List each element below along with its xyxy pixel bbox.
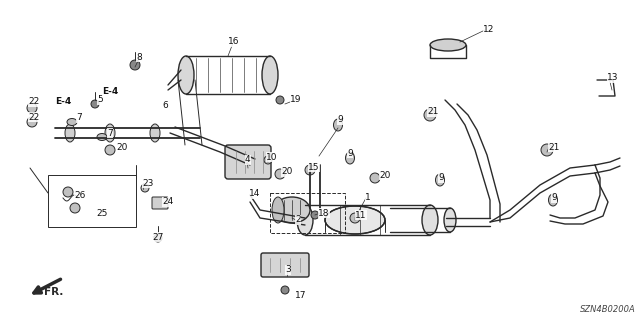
Text: 12: 12: [483, 26, 494, 35]
Ellipse shape: [325, 206, 385, 234]
Ellipse shape: [178, 56, 194, 94]
Text: 10: 10: [266, 153, 278, 162]
Text: 27: 27: [152, 233, 163, 242]
Ellipse shape: [444, 208, 456, 232]
Text: 9: 9: [438, 173, 444, 182]
Circle shape: [264, 156, 272, 164]
Text: 4: 4: [245, 156, 251, 164]
Text: 18: 18: [318, 209, 330, 218]
Text: 21: 21: [548, 142, 559, 151]
FancyBboxPatch shape: [225, 145, 271, 179]
Text: 2: 2: [295, 215, 301, 225]
Circle shape: [424, 109, 436, 121]
Text: 25: 25: [96, 209, 108, 218]
Ellipse shape: [274, 197, 310, 223]
Text: 15: 15: [308, 163, 319, 172]
Ellipse shape: [435, 174, 445, 186]
FancyBboxPatch shape: [261, 253, 309, 277]
Ellipse shape: [97, 133, 107, 140]
Text: 20: 20: [379, 171, 390, 180]
Text: 23: 23: [142, 179, 154, 188]
Ellipse shape: [430, 39, 466, 51]
Circle shape: [91, 100, 99, 108]
Text: 22: 22: [28, 113, 39, 122]
Text: 13: 13: [607, 74, 618, 83]
Text: 9: 9: [347, 148, 353, 157]
Circle shape: [141, 184, 149, 192]
Text: 9: 9: [551, 194, 557, 203]
Text: 8: 8: [136, 52, 141, 61]
Text: 20: 20: [116, 143, 127, 153]
Text: SZN4B0200A: SZN4B0200A: [580, 305, 636, 314]
Text: 17: 17: [295, 292, 307, 300]
Ellipse shape: [422, 205, 438, 235]
Circle shape: [105, 145, 115, 155]
Text: 5: 5: [97, 95, 103, 105]
Circle shape: [70, 203, 80, 213]
Text: 9: 9: [337, 116, 343, 124]
Circle shape: [305, 165, 315, 175]
Text: 7: 7: [107, 129, 113, 138]
Ellipse shape: [27, 117, 37, 127]
Circle shape: [63, 187, 73, 197]
Circle shape: [276, 96, 284, 104]
Ellipse shape: [262, 56, 278, 94]
Ellipse shape: [67, 118, 77, 125]
Ellipse shape: [346, 152, 355, 164]
Ellipse shape: [27, 103, 37, 113]
Text: 11: 11: [355, 211, 367, 220]
Ellipse shape: [150, 124, 160, 142]
Circle shape: [275, 169, 285, 179]
Circle shape: [154, 234, 162, 242]
Circle shape: [130, 60, 140, 70]
Circle shape: [311, 211, 319, 219]
Text: E-4: E-4: [55, 98, 71, 107]
Ellipse shape: [548, 194, 557, 206]
Text: 19: 19: [290, 95, 301, 105]
Ellipse shape: [333, 119, 342, 131]
Text: 7: 7: [76, 114, 82, 123]
Text: 16: 16: [228, 37, 239, 46]
Text: 22: 22: [28, 98, 39, 107]
Ellipse shape: [297, 205, 313, 235]
Circle shape: [281, 286, 289, 294]
Text: 1: 1: [365, 194, 371, 203]
Circle shape: [541, 144, 553, 156]
Text: 26: 26: [74, 191, 85, 201]
Text: E-4: E-4: [102, 86, 118, 95]
Text: 14: 14: [249, 189, 260, 198]
Text: 20: 20: [281, 167, 292, 177]
Text: 24: 24: [162, 197, 173, 206]
FancyBboxPatch shape: [152, 197, 168, 209]
Ellipse shape: [65, 124, 75, 142]
Circle shape: [370, 173, 380, 183]
Bar: [48, 175, 136, 227]
Text: FR.: FR.: [44, 287, 63, 297]
Ellipse shape: [272, 197, 284, 223]
Bar: [270, 193, 345, 233]
Circle shape: [350, 213, 360, 223]
Text: 6: 6: [162, 100, 168, 109]
Text: 21: 21: [427, 108, 438, 116]
Text: 3: 3: [285, 266, 291, 275]
Ellipse shape: [105, 124, 115, 142]
